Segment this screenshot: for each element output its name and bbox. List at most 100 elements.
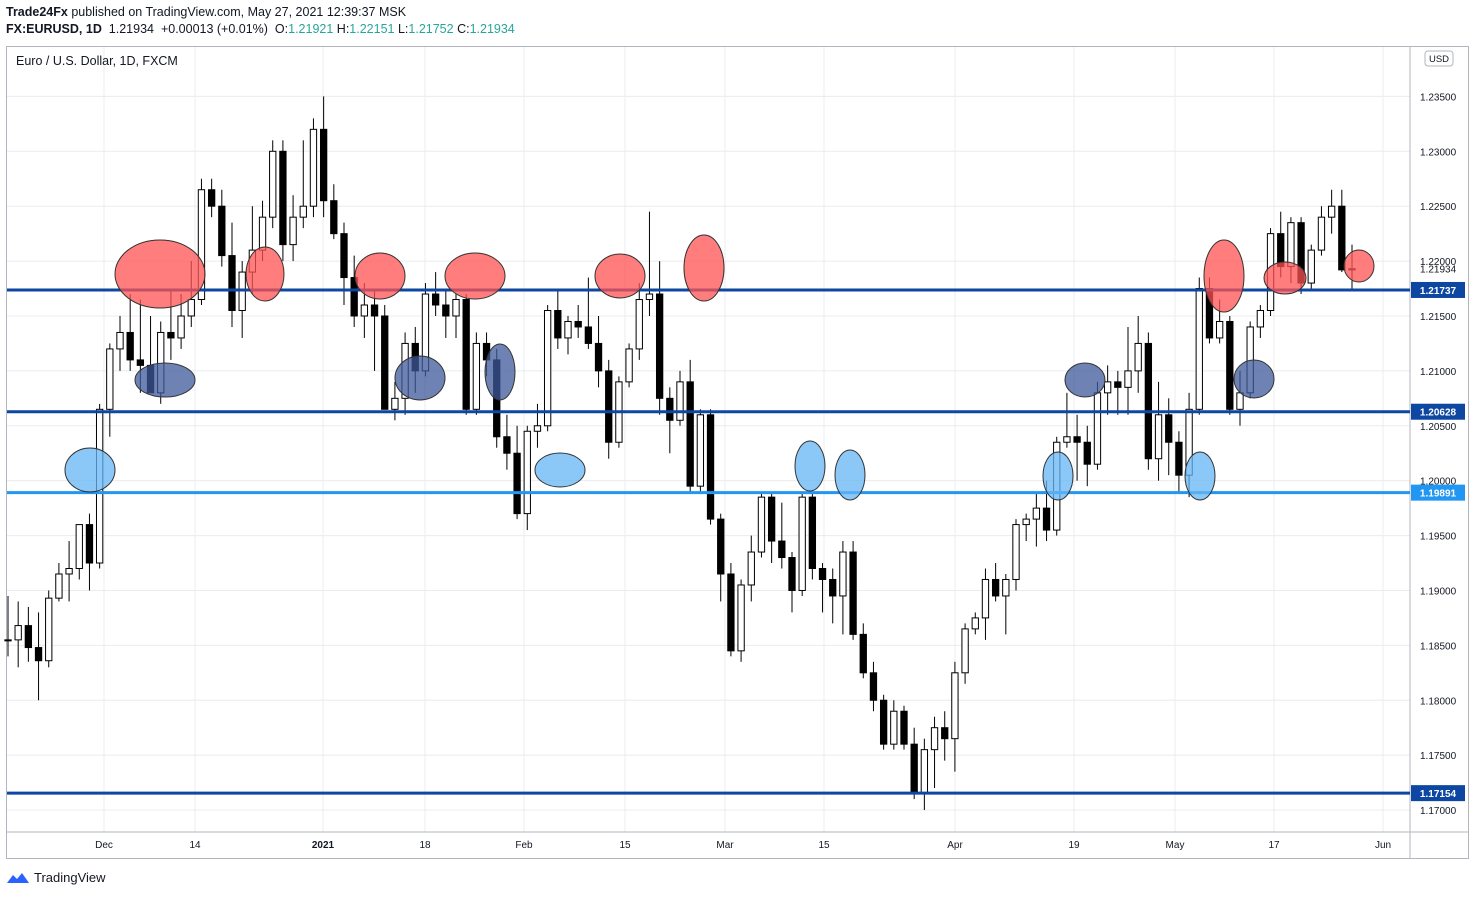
candle <box>757 491 766 558</box>
candle <box>1083 425 1091 487</box>
high-label: H: <box>336 22 350 36</box>
open-value: 1.21921 <box>288 22 334 36</box>
author-name[interactable]: Trade24Fx <box>6 5 68 19</box>
candle-body-down <box>869 672 878 701</box>
x-tick-label: Dec <box>95 840 113 851</box>
red-zone-ellipse <box>444 252 506 300</box>
candle <box>228 222 236 327</box>
candle-body-down <box>167 331 175 339</box>
candle <box>564 315 572 355</box>
candle <box>340 222 348 306</box>
candle <box>523 425 531 531</box>
candle <box>319 96 328 218</box>
candle <box>1307 244 1315 289</box>
x-tick-label: 15 <box>619 840 631 851</box>
symbol-label: FX:EURUSD, 1D <box>6 22 102 36</box>
candle <box>849 541 857 640</box>
candle <box>1114 370 1122 415</box>
last-price: 1.21934 <box>108 22 154 36</box>
low-value: 1.21752 <box>408 22 454 36</box>
candle-body-down <box>941 727 949 740</box>
candle-body-up <box>981 578 990 619</box>
candle-body-up <box>1256 309 1265 328</box>
x-tick-label: 17 <box>1268 840 1280 851</box>
candle-body-down <box>666 397 674 421</box>
y-tick-label: 1.20000 <box>1420 477 1457 488</box>
y-tick-label: 1.18000 <box>1420 696 1457 707</box>
candle-body-down <box>1144 342 1153 460</box>
current-price-label: 1.21934 <box>1420 264 1457 275</box>
y-tick-label: 1.21000 <box>1420 367 1457 378</box>
candle <box>472 332 481 415</box>
x-tick-label: Apr <box>947 840 963 851</box>
candle <box>116 315 124 371</box>
candle-body-down <box>370 304 379 317</box>
level-price-label: 1.19891 <box>1420 489 1457 500</box>
candle-body-up <box>1307 249 1315 284</box>
candle-body-up <box>187 299 195 317</box>
candle-body-down <box>207 189 216 207</box>
dark-zone-ellipse <box>394 355 446 401</box>
candle-body-down <box>686 381 694 487</box>
candle-body-up <box>1327 205 1336 218</box>
candle <box>4 595 12 657</box>
candle-body-down <box>605 370 613 443</box>
candle-body-down <box>1175 441 1183 476</box>
candle-body-up <box>55 573 63 599</box>
candle <box>1022 513 1030 542</box>
candle <box>1175 431 1183 492</box>
red-zone-ellipse <box>1343 249 1375 283</box>
candle <box>207 178 216 218</box>
candle <box>1338 189 1346 273</box>
candle <box>1134 315 1142 393</box>
candle-body-down <box>767 496 776 542</box>
candle <box>930 716 939 789</box>
candle-body-up <box>1002 578 1010 597</box>
candle-body-down <box>24 625 33 649</box>
red-zone-ellipse <box>594 253 646 299</box>
candle-body-down <box>1083 441 1091 465</box>
level-price-label: 1.20628 <box>1420 408 1457 419</box>
candle <box>991 563 1000 602</box>
candle <box>676 370 684 426</box>
candle-body-up <box>645 293 654 301</box>
candle <box>961 623 969 684</box>
candle <box>45 590 53 668</box>
candle-body-up <box>930 727 939 751</box>
candle-body-up <box>1236 392 1244 410</box>
open-label: O: <box>274 22 289 36</box>
candle <box>85 513 94 591</box>
red-zone-ellipse <box>114 239 206 309</box>
chart-frame <box>6 46 1469 859</box>
candle-body-down <box>330 200 338 235</box>
candle <box>55 563 63 602</box>
price-change: +0.00013 (+0.01%) <box>160 22 268 36</box>
candle <box>971 612 979 635</box>
candle-body-up <box>696 414 705 487</box>
candle <box>106 343 114 437</box>
candle-body-up <box>523 430 531 515</box>
candle <box>289 195 297 262</box>
candle-body-up <box>75 524 83 570</box>
close-value: 1.21934 <box>469 22 515 36</box>
candle <box>1012 519 1020 591</box>
candle <box>829 568 837 624</box>
candle-body-down <box>279 150 287 246</box>
candle-body-down <box>340 233 348 279</box>
candle-body-up <box>309 128 318 207</box>
candle-body-down <box>1042 507 1051 531</box>
y-tick-label: 1.22500 <box>1420 202 1457 213</box>
footer-brand[interactable]: TradingView <box>6 870 106 885</box>
candle-body-up <box>971 617 979 630</box>
candle <box>859 623 867 679</box>
candle-body-up <box>543 309 552 427</box>
candle-body-down <box>218 205 226 257</box>
candle-body-up <box>1093 392 1102 465</box>
candle-body-up <box>1154 414 1163 460</box>
candle-body-down <box>85 524 94 564</box>
candle-body-up <box>676 381 684 421</box>
candle-body-down <box>1073 436 1081 443</box>
candle-body-up <box>747 551 755 586</box>
candle-body-down <box>126 331 134 361</box>
